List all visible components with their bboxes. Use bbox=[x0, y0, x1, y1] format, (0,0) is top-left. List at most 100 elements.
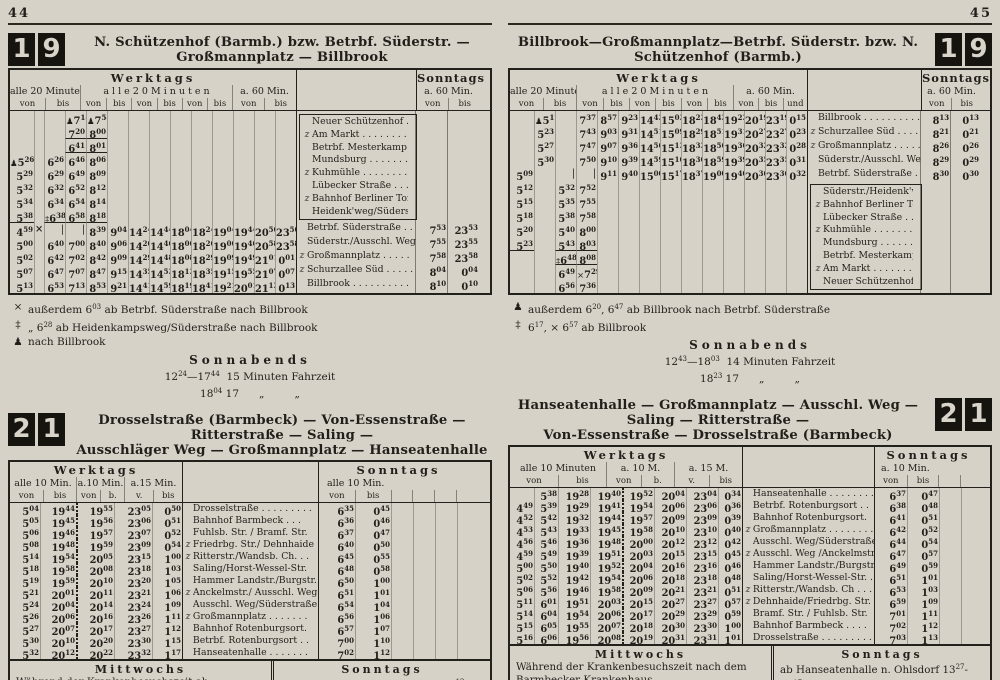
time-cell-empty bbox=[723, 237, 744, 251]
time-cell: 640 bbox=[44, 237, 65, 251]
station-name: Ritterstr./Wandsb. Ch . . . bbox=[752, 584, 873, 595]
time-cell-empty bbox=[939, 632, 961, 644]
station-row: z Ritterstr./Wandsb. Ch. . . bbox=[183, 551, 318, 563]
column-sublabels: von bis und bbox=[734, 98, 807, 110]
time-cell: 1931 bbox=[723, 125, 744, 139]
page-header: 45 bbox=[508, 0, 992, 22]
time-cell: 2321 bbox=[686, 584, 718, 596]
time-cell-empty bbox=[233, 139, 254, 153]
time-cell-empty bbox=[457, 538, 479, 551]
time-cell-empty bbox=[723, 279, 744, 293]
time-cell-empty bbox=[254, 209, 275, 223]
transfer-marker bbox=[302, 180, 312, 193]
station-row: z Schurzallee Süd . . . . . 821 021 bbox=[808, 125, 981, 141]
time-cell-empty bbox=[435, 646, 457, 659]
time-cell-empty bbox=[413, 622, 435, 635]
time-cell-empty bbox=[510, 111, 534, 125]
sonnabends-line: 1224—1744 15 Minuten Fahrzeit bbox=[164, 369, 336, 383]
sonntags-von: 755 bbox=[429, 237, 447, 252]
time-cell-empty bbox=[391, 538, 413, 551]
col-sublabel: bis bbox=[543, 98, 576, 110]
time-cell: 509 bbox=[516, 169, 533, 181]
time-cell: 538 bbox=[534, 488, 558, 500]
time-row: 456 546 1936 1948 2000 2012 2312 042 bbox=[510, 536, 742, 548]
time-cell-empty bbox=[702, 237, 723, 251]
time-cell-empty bbox=[34, 139, 44, 153]
column-group-label: alle 10 Minuten bbox=[519, 463, 597, 474]
sonntags-von: 829 bbox=[932, 155, 950, 169]
time-cell: 713 bbox=[65, 279, 86, 293]
time-cell-empty bbox=[939, 524, 961, 536]
station-name: Betrbf. Rotenburgsort . . bbox=[752, 500, 869, 511]
time-cell: 2310 bbox=[686, 524, 718, 536]
time-cell-empty bbox=[457, 610, 479, 623]
time-cell: 755 bbox=[576, 195, 597, 209]
time-cell-empty bbox=[212, 181, 233, 195]
time-cell-empty bbox=[34, 111, 44, 125]
time-cell-empty bbox=[149, 209, 170, 223]
sonntags-note-text: ab Ohlsdorf n. Hanseatenhalle 1412—1712 … bbox=[280, 676, 484, 680]
col-sublabel: bis bbox=[45, 98, 80, 110]
time-row: 502 552 1942 1954 2006 2018 2318 048 bbox=[510, 572, 742, 584]
time-cell: 743 bbox=[576, 125, 597, 139]
time-cell: 013 bbox=[275, 279, 296, 293]
col-sublabel: bis bbox=[951, 98, 981, 110]
time-cell: 2332 bbox=[765, 139, 786, 153]
time-cell: 651 bbox=[337, 587, 354, 599]
time-cell-empty bbox=[107, 181, 128, 195]
time-cell: 109 bbox=[152, 598, 182, 611]
station-row: Betrbf. Süderstraße . . 830 030 bbox=[808, 167, 981, 183]
time-cell: 543 bbox=[534, 524, 558, 536]
sonntags-bis: 021 bbox=[962, 127, 979, 141]
notes-19-outbound: × außerdem 603 ab Betrbf. Süderstraße nac… bbox=[8, 300, 492, 401]
sonntags-header: Sonntags alle 10 Min. von bis bbox=[318, 461, 478, 502]
time-cell-empty bbox=[391, 622, 413, 635]
time-cell: 054 bbox=[907, 536, 939, 548]
time-cell-empty bbox=[681, 237, 702, 251]
time-cell-empty bbox=[660, 181, 681, 195]
sonnabends-line: 1243—1803 14 Minuten Fahrzeit bbox=[664, 355, 836, 368]
table-header: Werktags alle 10 Minuten von bis a. 10 M. vo… bbox=[510, 447, 990, 488]
time-cell: 2006 bbox=[622, 572, 654, 584]
time-cell: 1921 bbox=[212, 279, 233, 293]
time-cell: 109 bbox=[907, 596, 939, 608]
station-row: Hanseatenhalle . . . . . . . bbox=[183, 647, 318, 659]
time-cell: 512 bbox=[516, 183, 533, 195]
time-cell-empty bbox=[702, 181, 723, 195]
time-cell: 050 bbox=[355, 538, 391, 551]
time-cell-empty bbox=[34, 251, 44, 265]
time-cell-empty bbox=[413, 550, 435, 563]
table-body: ♟714♟754720800641801♟5266266468065296296… bbox=[10, 111, 490, 293]
time-cell: × bbox=[34, 223, 44, 237]
time-cell: 519 bbox=[22, 575, 39, 587]
sonnabends-block: Sonnabends 1243—1803 14 Minuten Fahrzeit… bbox=[508, 338, 992, 386]
time-cell: 1426 bbox=[128, 237, 149, 251]
time-cell-empty bbox=[435, 502, 457, 515]
time-cell: 847 bbox=[86, 265, 107, 279]
station-row: Bahnhof Rotenburgsort. bbox=[743, 512, 874, 524]
time-cell-empty bbox=[191, 181, 212, 195]
time-cell-empty bbox=[961, 620, 983, 632]
time-cell-empty bbox=[233, 125, 254, 139]
time-cell-empty bbox=[128, 167, 149, 181]
time-cell: 1939 bbox=[558, 548, 590, 560]
time-row: ♟714♟754 bbox=[10, 111, 296, 125]
time-cell-empty bbox=[212, 153, 233, 167]
timetable-21-return: Werktags alle 10 Minuten von bis a. 10 M. vo… bbox=[508, 445, 992, 646]
time-cell: 2327 bbox=[686, 596, 718, 608]
time-cell: 634 bbox=[44, 195, 65, 209]
panel-titlebar: Billbrook—Großmannplatz—Betrbf. Süderstr… bbox=[508, 33, 992, 66]
station-name: Süderstr./Heidenk'weg bbox=[823, 186, 913, 197]
time-cell: 2006 bbox=[590, 608, 622, 620]
time-cell: ♟714 bbox=[65, 111, 86, 125]
time-cell: 1936 bbox=[723, 139, 744, 153]
time-cell: 2326 bbox=[114, 610, 152, 623]
time-cell-empty bbox=[702, 279, 723, 293]
time-row: 459×||8399041424144418041824190419442056… bbox=[10, 223, 296, 237]
time-cell: 2004 bbox=[622, 560, 654, 572]
time-cell: 653 bbox=[44, 279, 65, 293]
transfer-marker bbox=[743, 512, 753, 524]
station-name: Ausschl. Weg/Süderstraße bbox=[192, 598, 318, 610]
